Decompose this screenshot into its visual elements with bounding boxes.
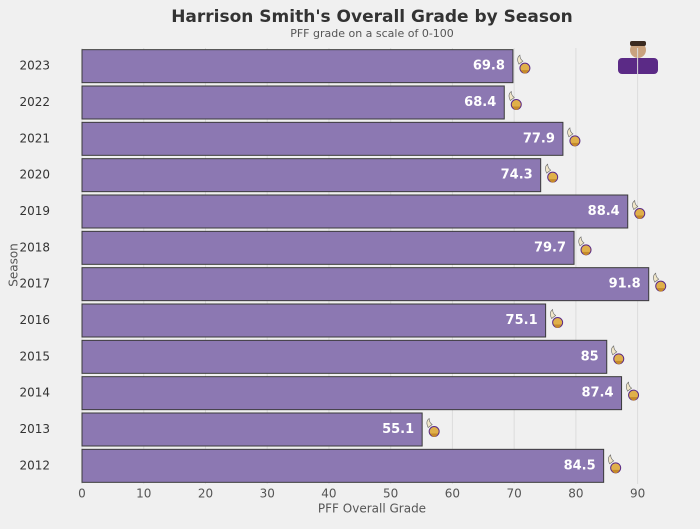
logo-horn [608,454,615,465]
chart-subtitle: PFF grade on a scale of 0-100 [290,27,454,40]
y-tick-label: 2015 [19,349,50,363]
team-logo [625,381,640,401]
bar [81,49,514,84]
value-label: 88.4 [588,204,620,219]
bar [81,158,542,193]
x-tick-label: 10 [136,487,151,501]
value-label: 91.8 [609,277,641,292]
x-tick-label: 20 [198,487,213,501]
team-logo [567,127,581,147]
grid: 0 10 20 30 40 50 60 70 80 90 [78,48,645,501]
logo-horn [550,308,557,319]
logo-horn [632,199,639,210]
logo-horn [578,236,585,247]
logo-horn [426,417,433,428]
chart-title: Harrison Smith's Overall Grade by Season [171,7,573,27]
y-tick-label: 2017 [19,277,50,291]
logo-beard [611,469,620,474]
logo-horn [653,272,660,283]
logo-horn [508,90,515,101]
team-logo [611,345,625,365]
value-label: 55.1 [382,422,414,437]
y-tick-label: 2019 [19,204,50,218]
value-label: 84.5 [564,458,596,473]
y-tick-label: 2023 [19,59,50,73]
bar [81,376,623,411]
x-tick-label: 80 [568,487,583,501]
y-tick-label: 2022 [19,95,50,109]
team-logo [426,417,440,437]
x-tick-label: 60 [445,487,460,501]
logo-beard [635,215,644,219]
bar [81,267,650,302]
bar [81,448,605,483]
value-label: 75.1 [506,313,538,328]
logo-beard [582,251,591,256]
y-tick-label: 2020 [19,168,50,182]
logo-horn [567,127,574,138]
x-tick-label: 40 [321,487,336,501]
x-tick-label: 50 [383,487,398,501]
logo-beard [430,433,439,437]
value-label: 79.7 [534,240,566,255]
bar [81,303,547,338]
logo-horn [625,381,633,392]
team-logo [578,236,592,256]
bar [81,339,608,374]
y-tick-label: 2012 [19,458,50,472]
y-tick-label: 2013 [19,422,50,436]
plot: 2023 69.8 2022 68.4 2021 77.9 2020 74.3 2019 88.4… [19,49,667,483]
logo-beard [570,142,579,147]
team-logo [517,54,531,74]
value-label: 69.8 [473,59,505,74]
logo-beard [656,288,665,292]
team-logo [508,90,522,110]
x-tick-label: 0 [78,487,86,501]
team-logo [545,163,559,183]
bar [81,194,629,229]
logo-beard [614,360,623,365]
x-tick-label: 70 [507,487,522,501]
y-tick-label: 2014 [19,386,50,400]
y-tick-label: 2018 [19,240,50,254]
logo-horn [611,345,618,356]
team-logo [653,272,667,292]
bar [81,85,505,120]
value-label: 87.4 [581,386,613,401]
logo-beard [629,397,638,401]
logo-horn [517,54,524,65]
bar [81,412,423,447]
logo-beard [553,324,562,328]
value-label: 74.3 [501,168,533,183]
y-tick-label: 2016 [19,313,50,327]
value-label: 85 [581,349,599,364]
team-logo [608,454,622,474]
logo-beard [512,106,521,110]
bar [81,121,564,156]
team-logo [632,199,646,219]
y-tick-label: 2021 [19,131,50,145]
team-logo [550,308,564,328]
x-tick-label: 90 [630,487,645,501]
logo-beard [520,70,529,74]
x-axis-label: PFF Overall Grade [318,502,426,516]
x-tick-label: 30 [260,487,275,501]
value-label: 77.9 [523,131,555,146]
value-label: 68.4 [464,95,496,110]
bar [81,230,575,265]
y-axis-label: Season [7,243,21,287]
logo-horn [545,163,552,174]
logo-beard [548,179,557,183]
